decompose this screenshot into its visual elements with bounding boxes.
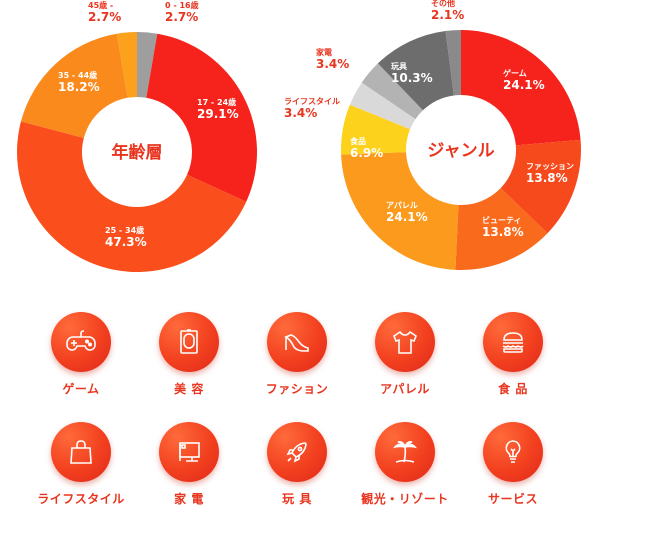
pie-slice xyxy=(377,31,454,111)
pie-slice xyxy=(341,152,459,270)
slice-label: 家電 xyxy=(316,47,332,57)
slice-value-label: 24.1% xyxy=(503,78,545,92)
category-label: ライフスタイル xyxy=(37,492,125,506)
category-fashion[interactable]: ファション xyxy=(242,312,352,397)
slice-value-label: 2.7% xyxy=(165,10,198,24)
slice-label: 食品 xyxy=(350,136,366,146)
slice-value-label: 2.1% xyxy=(431,8,464,22)
category-label: 美 容 xyxy=(174,382,204,396)
shopping-bag-icon xyxy=(51,422,111,482)
category-label: サービス xyxy=(487,492,538,506)
category-label: 観光・リゾート xyxy=(361,492,449,506)
category-game[interactable]: ゲーム xyxy=(26,312,136,397)
pie-slice xyxy=(455,188,548,270)
slice-label: 0 - 16歳 xyxy=(165,0,199,10)
category-travel[interactable]: 観光・リゾート xyxy=(350,422,460,507)
pie-slice xyxy=(461,30,581,146)
slice-value-label: 24.1% xyxy=(386,210,428,224)
category-toy[interactable]: 玩 具 xyxy=(242,422,352,507)
slice-label: 玩具 xyxy=(391,62,407,71)
slice-label: アパレル xyxy=(386,200,418,210)
slice-label: ゲーム xyxy=(503,68,527,78)
category-label: 食 品 xyxy=(498,382,528,396)
slice-label: ファッション xyxy=(526,162,574,171)
category-food[interactable]: 食 品 xyxy=(458,312,568,397)
mirror-icon xyxy=(159,312,219,372)
pie-slice xyxy=(137,32,158,98)
slice-value-label: 2.7% xyxy=(88,10,121,24)
slice-label: 45歳 - xyxy=(88,0,113,10)
category-label: ゲーム xyxy=(62,382,100,396)
burger-icon xyxy=(483,312,543,372)
monitor-icon xyxy=(159,422,219,482)
pie-slice xyxy=(445,30,461,96)
pie-slice xyxy=(341,104,411,155)
slice-value-label: 10.3% xyxy=(391,71,433,85)
category-appliance[interactable]: 家 電 xyxy=(134,422,244,507)
high-heel-icon xyxy=(267,312,327,372)
pie-slice xyxy=(116,32,137,98)
genre-donut-chart: ジャンルゲーム24.1%ファッション13.8%ビューティ13.8%アパレル24.… xyxy=(284,0,581,270)
gamepad-icon xyxy=(51,312,111,372)
pie-slice xyxy=(20,33,128,138)
category-label: ファション xyxy=(265,382,329,396)
chart-title: ジャンル xyxy=(427,141,494,161)
category-apparel[interactable]: アパレル xyxy=(350,312,460,397)
slice-value-label: 13.8% xyxy=(482,225,524,239)
slice-value-label: 3.4% xyxy=(284,106,317,120)
slice-label: 17 - 24歳 xyxy=(197,97,236,107)
chart-title: 年齢層 xyxy=(112,142,163,163)
category-beauty[interactable]: 美 容 xyxy=(134,312,244,397)
pie-slice xyxy=(349,82,416,130)
slice-value-label: 47.3% xyxy=(105,235,147,249)
slice-value-label: 18.2% xyxy=(58,80,100,94)
category-service[interactable]: サービス xyxy=(458,422,568,507)
pie-slice xyxy=(361,63,423,120)
pie-slice xyxy=(16,121,247,273)
t-shirt-icon xyxy=(375,312,435,372)
slice-label: 25 - 34歳 xyxy=(105,225,144,235)
category-label: アパレル xyxy=(380,382,430,396)
pie-slice xyxy=(146,33,257,202)
slice-value-label: 13.8% xyxy=(526,171,568,185)
category-lifestyle[interactable]: ライフスタイル xyxy=(26,422,136,507)
slice-value-label: 6.9% xyxy=(350,146,383,160)
pie-slice xyxy=(500,139,581,234)
slice-label: その他 xyxy=(431,0,455,8)
rocket-icon xyxy=(267,422,327,482)
slice-value-label: 3.4% xyxy=(316,57,349,71)
category-label: 玩 具 xyxy=(282,492,312,506)
lightbulb-icon xyxy=(483,422,543,482)
slice-label: ビューティ xyxy=(482,215,522,225)
slice-value-label: 29.1% xyxy=(197,107,239,121)
category-label: 家 電 xyxy=(174,492,204,506)
slice-label: 35 - 44歳 xyxy=(58,70,97,80)
slice-label: ライフスタイル xyxy=(284,96,340,106)
palm-tree-icon xyxy=(375,422,435,482)
